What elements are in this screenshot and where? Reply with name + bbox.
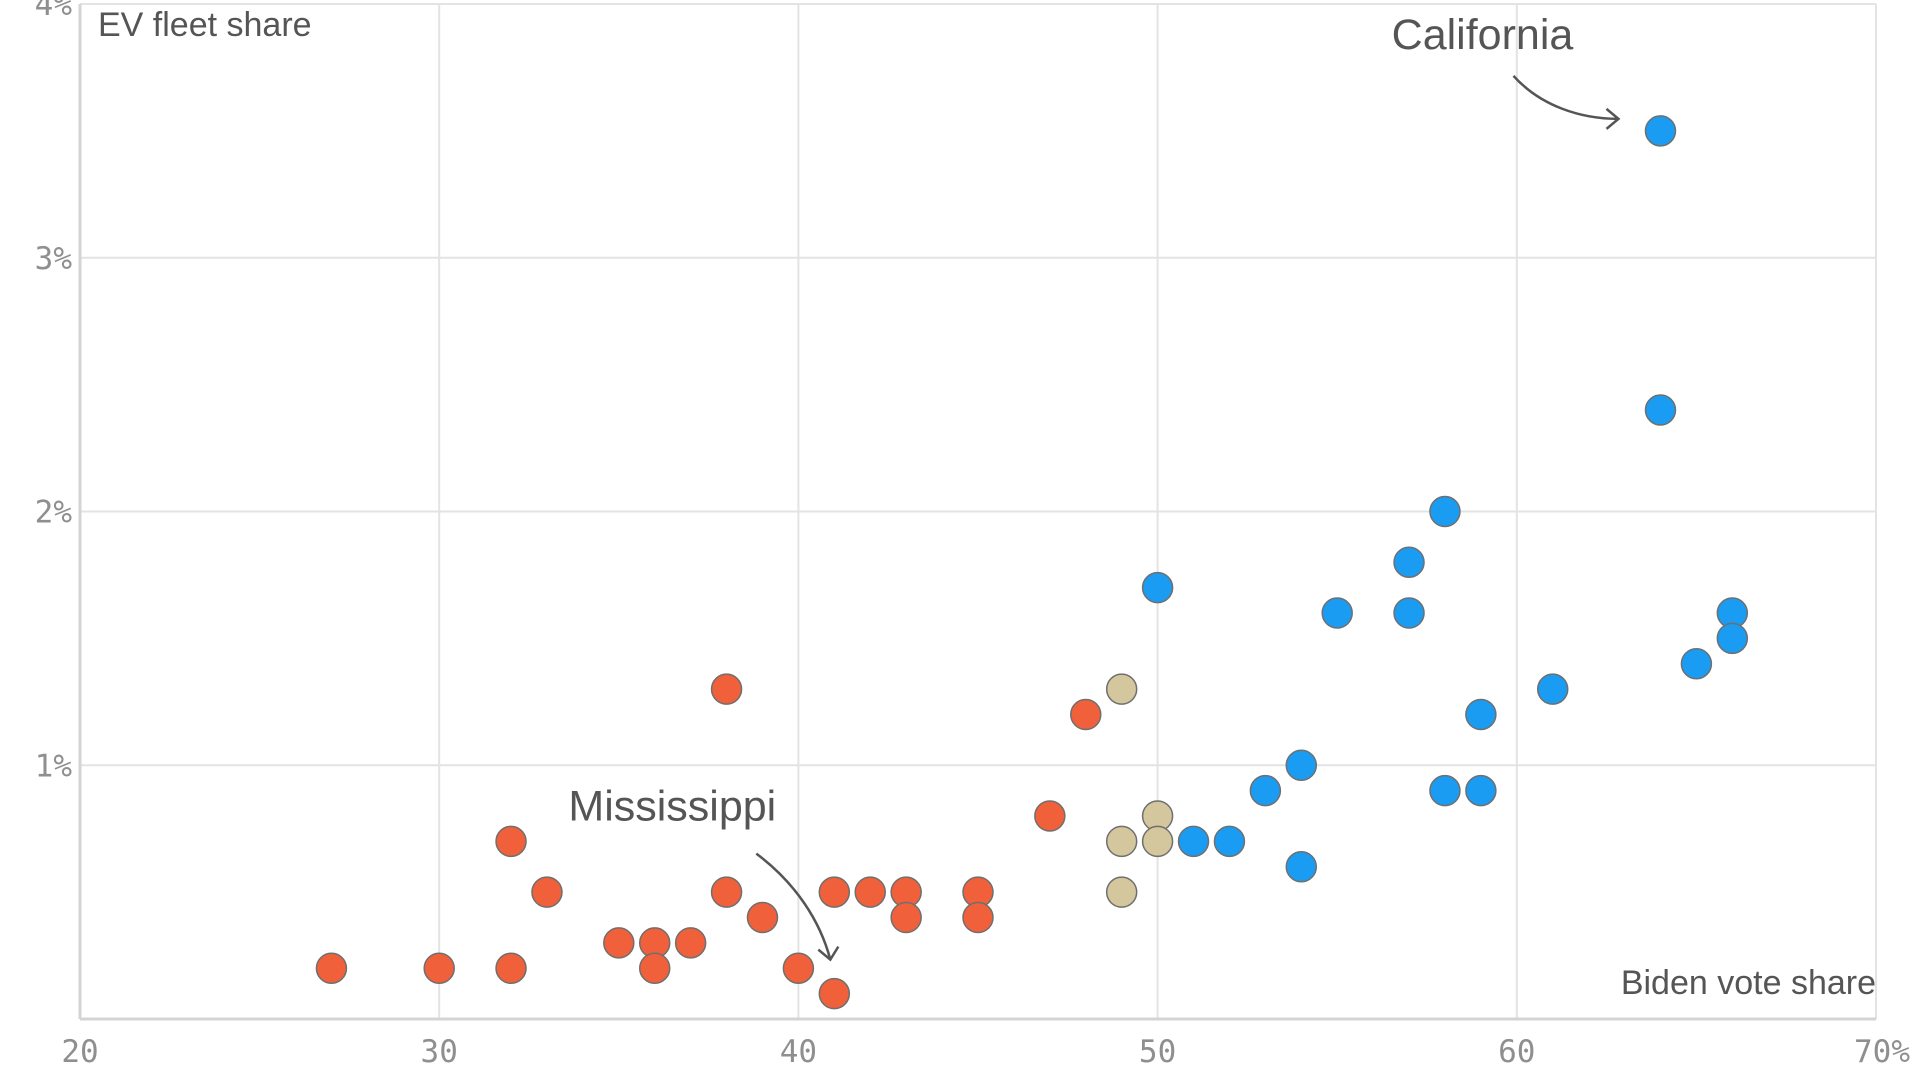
- x-tick-label: 70%: [1854, 1034, 1910, 1070]
- california-arrow: [1512, 75, 1619, 121]
- mississippi-arrowhead: [817, 945, 840, 962]
- data-point-democrat: [1249, 774, 1282, 807]
- data-point-democrat: [1465, 774, 1497, 807]
- x-tick-label: 40: [780, 1034, 817, 1070]
- data-point-swing: [1105, 673, 1138, 705]
- y-tick-label: 3%: [35, 241, 73, 277]
- data-point-republican: [1034, 800, 1066, 832]
- data-point-republican: [818, 977, 851, 1010]
- annotation-california: California: [1392, 11, 1574, 59]
- data-point-democrat: [1429, 495, 1461, 528]
- data-point-democrat: [1644, 115, 1677, 147]
- y-tick-label: 4%: [35, 0, 73, 23]
- y-tick-label: 1%: [35, 748, 73, 784]
- data-point-swing: [1141, 825, 1174, 858]
- tick-labels: 20 30 40 50 60 70% 1% 2% 3% 4%: [35, 0, 1911, 1070]
- data-points: [315, 115, 1749, 1010]
- data-point-republican: [531, 876, 563, 908]
- data-point-democrat: [1716, 622, 1749, 655]
- x-tick-label: 20: [61, 1034, 98, 1070]
- grid: [80, 3, 1877, 1019]
- data-point-democrat: [1644, 394, 1677, 426]
- data-point-democrat: [1285, 749, 1318, 781]
- mississippi-arrow: [755, 852, 832, 960]
- data-point-democrat: [1536, 673, 1569, 705]
- data-point-democrat: [1680, 648, 1713, 680]
- annotation-mississippi: Mississippi: [568, 783, 776, 831]
- data-point-republican: [674, 927, 707, 959]
- annotations: California Mississippi: [568, 11, 1621, 962]
- y-tick-label: 2%: [35, 495, 73, 531]
- data-point-republican: [782, 952, 815, 984]
- data-point-republican: [603, 927, 635, 959]
- data-point-swing: [1105, 825, 1138, 858]
- data-point-democrat: [1465, 698, 1497, 731]
- data-point-democrat: [1141, 571, 1174, 604]
- california-arrowhead: [1605, 107, 1621, 130]
- data-point-republican: [710, 673, 743, 705]
- y-axis-title: EV fleet share: [98, 6, 312, 44]
- data-point-democrat: [1177, 825, 1210, 858]
- data-point-democrat: [1285, 851, 1318, 883]
- data-point-republican: [495, 952, 527, 984]
- data-point-republican: [818, 876, 851, 908]
- data-point-republican: [854, 876, 886, 908]
- data-point-republican: [423, 952, 455, 984]
- data-point-democrat: [1321, 597, 1353, 629]
- data-point-democrat: [1213, 825, 1246, 858]
- data-point-democrat: [1429, 774, 1461, 807]
- axes: [78, 4, 1876, 1021]
- data-point-republican: [710, 876, 743, 908]
- data-point-republican: [746, 901, 779, 934]
- x-tick-label: 50: [1139, 1034, 1176, 1070]
- data-point-republican: [495, 825, 527, 858]
- data-point-republican: [638, 952, 671, 984]
- data-point-republican: [962, 901, 994, 934]
- data-point-democrat: [1393, 597, 1425, 629]
- data-point-swing: [1105, 876, 1138, 908]
- data-point-republican: [315, 952, 348, 984]
- x-axis-title: Biden vote share: [1621, 964, 1876, 1002]
- x-tick-label: 30: [421, 1034, 458, 1070]
- data-point-republican: [890, 901, 922, 934]
- data-point-democrat: [1393, 546, 1425, 578]
- x-tick-label: 60: [1498, 1034, 1535, 1070]
- data-point-republican: [1070, 698, 1102, 731]
